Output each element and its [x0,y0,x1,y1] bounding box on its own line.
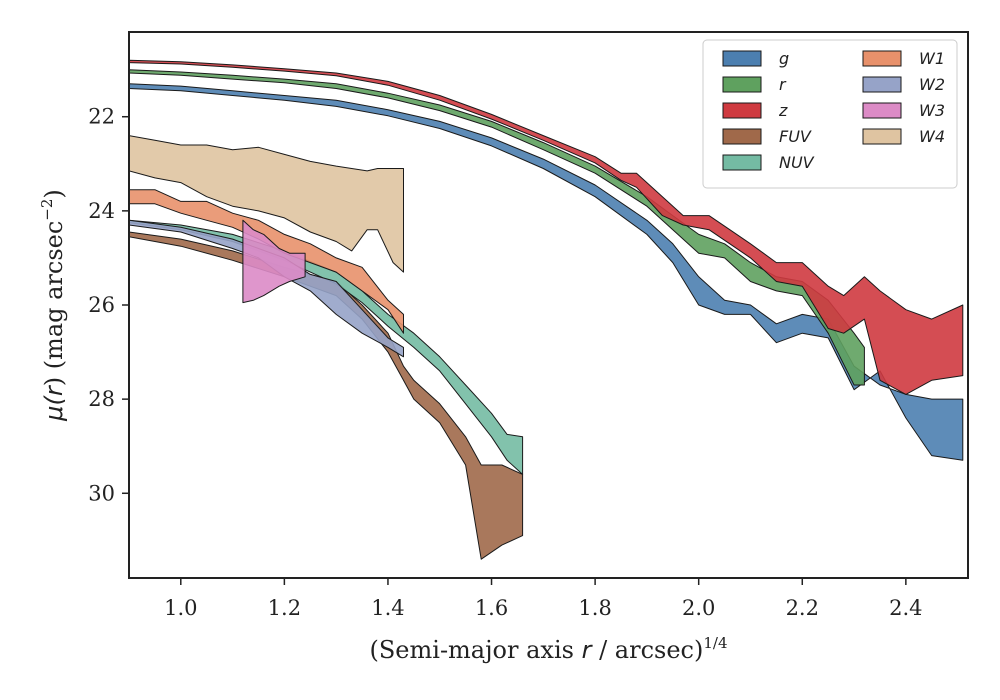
legend-swatch-fuv [722,128,762,145]
legend: grz FUV NUV W1 W2 W3 W4 [702,39,958,189]
legend-swatch-w4 [862,128,902,145]
y-tick-label: 28 [88,387,115,411]
legend-swatch-w3 [862,102,902,119]
band-g [129,83,964,461]
legend-swatch-w2 [862,76,902,93]
x-tick-label: 1.4 [371,596,404,620]
legend-label-w1: W1 [919,49,945,68]
series-bands [129,59,964,560]
legend-label-fuv: FUV [779,127,812,146]
x-tick-label: 2.4 [889,596,922,620]
legend-label-z: z [778,101,788,120]
legend-swatch-r [722,76,762,93]
x-axis-label: (Semi-major axis r / arcsec)1/4 [370,634,728,664]
band-w3 [242,219,306,304]
band-w4 [129,135,404,273]
legend-label-w4: W4 [919,127,945,146]
x-tick-label: 1.8 [578,596,611,620]
x-tick-label: 1.0 [164,596,197,620]
band-w1 [129,189,404,334]
x-tick-label: 1.6 [475,596,508,620]
legend-swatch-nuv [722,154,762,171]
y-tick-label: 22 [88,105,115,129]
legend-swatch-g [722,50,762,67]
y-tick-label: 26 [88,293,115,317]
legend-label-g: g [779,49,789,68]
x-axis-ticks: 1.0 1.2 1.4 1.6 1.8 2.0 2.2 2.4 [164,578,923,620]
x-tick-label: 2.0 [682,596,715,620]
y-tick-label: 30 [88,481,115,505]
legend-swatch-z [722,102,762,119]
legend-label-nuv: NUV [779,153,815,172]
y-axis-label: μ(r) (mag arcsec−2) [38,189,68,422]
x-tick-label: 2.2 [786,596,819,620]
legend-label-r: r [779,75,787,94]
y-axis-ticks: 22 24 26 28 30 [88,105,129,505]
band-r [129,69,865,386]
legend-label-w2: W2 [919,75,945,94]
y-tick-label: 24 [88,199,115,223]
legend-swatch-w1 [862,50,902,67]
x-tick-label: 1.2 [268,596,301,620]
legend-label-w3: W3 [919,101,945,120]
band-z [129,59,964,395]
